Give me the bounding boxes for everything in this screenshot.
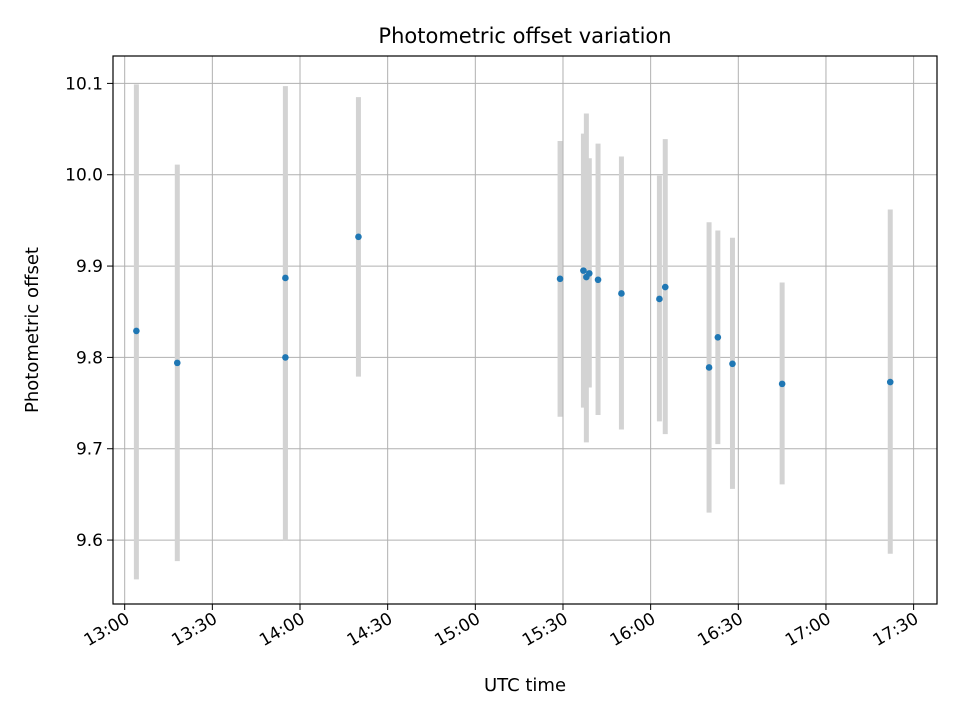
y-tick-label: 10.1 [65, 74, 103, 94]
data-point [778, 380, 786, 388]
data-point [580, 267, 587, 274]
data-point [886, 378, 894, 386]
y-axis-title: Photometric offset [22, 247, 43, 413]
data-point [282, 274, 289, 282]
data-point [282, 354, 289, 361]
data-point [173, 359, 181, 367]
data-point [705, 364, 713, 371]
x-tick-label: 15:30 [519, 609, 571, 651]
data-point [661, 283, 669, 291]
plot-area [113, 56, 937, 604]
x-tick-label: 15:00 [431, 609, 483, 651]
y-tick-label: 9.8 [76, 348, 103, 368]
data-point [355, 233, 362, 241]
data-point [556, 275, 564, 283]
data-points [133, 233, 894, 388]
grid [113, 56, 937, 604]
x-axis: 13:00 13:30 14:00 14:30 15:00 15:30 16:00 16:30… [81, 604, 922, 651]
plot-frame [112, 55, 938, 605]
data-point [729, 360, 736, 368]
x-tick-label: 17:30 [870, 609, 922, 651]
x-tick-label: 17:00 [782, 609, 834, 651]
data-point [656, 295, 663, 303]
y-tick-label: 9.9 [76, 257, 103, 277]
data-point [618, 290, 625, 297]
data-point [594, 276, 602, 284]
x-tick-label: 13:00 [81, 609, 133, 651]
x-tick-label: 16:00 [607, 609, 659, 651]
x-tick-label: 14:30 [344, 609, 396, 651]
x-tick-label: 14:00 [256, 609, 308, 651]
x-tick-label: 13:30 [168, 609, 220, 651]
data-point [714, 334, 722, 341]
y-tick-label: 9.7 [76, 440, 103, 460]
chart-title: Photometric offset variation [378, 24, 671, 48]
y-axis: 9.6 9.7 9.8 9.9 10.0 10.1 [65, 74, 113, 551]
x-axis-title: UTC time [484, 675, 566, 696]
x-tick-label: 16:30 [694, 609, 746, 651]
data-point [133, 327, 140, 335]
data-point [585, 270, 593, 277]
y-tick-label: 10.0 [65, 166, 103, 186]
y-tick-label: 9.6 [76, 531, 103, 551]
